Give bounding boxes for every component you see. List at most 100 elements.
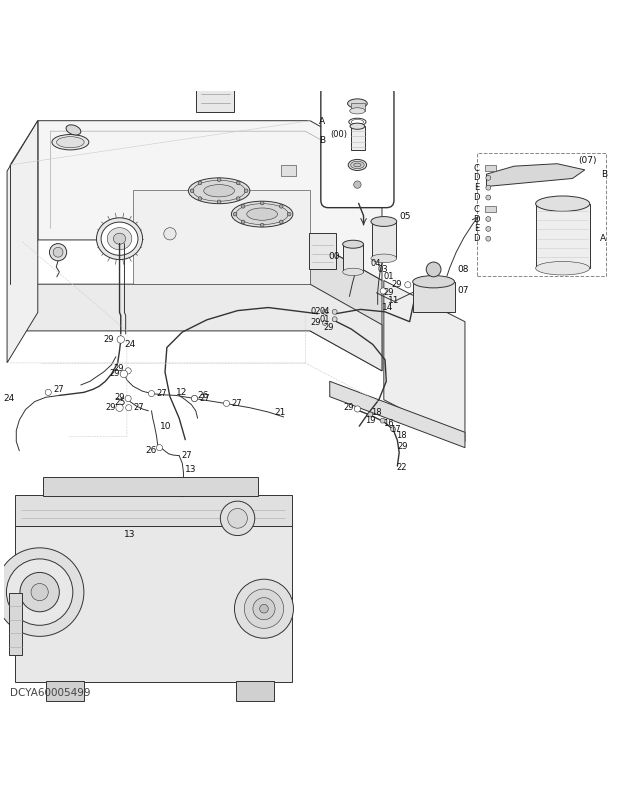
Circle shape (217, 200, 221, 204)
Text: 03: 03 (377, 265, 388, 274)
Circle shape (236, 181, 240, 185)
Circle shape (234, 579, 293, 638)
Text: 18: 18 (371, 407, 382, 417)
Polygon shape (330, 381, 465, 448)
Circle shape (332, 309, 337, 314)
Circle shape (253, 598, 275, 620)
Bar (371, 222, 396, 258)
Circle shape (260, 223, 264, 227)
Text: B: B (319, 135, 325, 145)
Circle shape (210, 73, 221, 83)
Polygon shape (38, 120, 382, 281)
Text: 01: 01 (384, 273, 394, 281)
Circle shape (391, 426, 396, 432)
Bar (485, 206, 495, 212)
Circle shape (322, 309, 327, 314)
Text: A: A (319, 117, 325, 127)
Ellipse shape (350, 124, 365, 129)
Text: 02: 02 (310, 308, 321, 316)
Circle shape (486, 226, 491, 231)
Circle shape (125, 367, 131, 374)
Polygon shape (487, 163, 585, 186)
Text: 27: 27 (231, 399, 242, 408)
Polygon shape (10, 285, 382, 371)
Bar (352, 104, 365, 111)
Polygon shape (310, 240, 382, 371)
Text: A: A (600, 234, 606, 243)
Text: 17: 17 (390, 425, 401, 434)
Text: 29: 29 (109, 370, 120, 379)
Text: 18: 18 (396, 431, 407, 440)
Circle shape (192, 395, 198, 402)
Circle shape (241, 220, 245, 224)
Circle shape (50, 244, 67, 261)
Text: 29: 29 (310, 319, 321, 328)
Bar (536, 204, 590, 269)
Circle shape (260, 604, 268, 613)
Circle shape (20, 572, 60, 612)
Text: DCYA60005499: DCYA60005499 (10, 689, 91, 698)
Text: D: D (473, 214, 480, 223)
Text: D: D (473, 193, 480, 202)
Text: 29: 29 (344, 402, 354, 411)
Ellipse shape (348, 99, 367, 108)
Bar (46, 681, 84, 701)
Bar (43, 477, 258, 497)
Circle shape (198, 197, 202, 200)
Circle shape (120, 371, 128, 378)
Circle shape (220, 501, 255, 536)
Ellipse shape (52, 135, 89, 150)
Text: 05: 05 (399, 212, 410, 221)
Ellipse shape (343, 240, 363, 248)
Bar (9, 593, 22, 655)
Circle shape (192, 395, 198, 402)
Bar (15, 526, 291, 682)
Ellipse shape (353, 163, 361, 167)
Ellipse shape (204, 185, 234, 197)
Circle shape (332, 316, 337, 322)
Ellipse shape (231, 201, 293, 227)
Circle shape (486, 236, 491, 241)
Circle shape (126, 405, 132, 410)
Text: 29: 29 (397, 442, 408, 451)
Text: 25: 25 (114, 398, 126, 406)
Text: C: C (474, 163, 480, 172)
Circle shape (244, 189, 248, 193)
Circle shape (368, 412, 373, 417)
Ellipse shape (188, 178, 250, 204)
Ellipse shape (536, 261, 590, 275)
Circle shape (244, 589, 283, 628)
Bar (15, 495, 291, 526)
Ellipse shape (193, 180, 246, 201)
Circle shape (125, 395, 131, 402)
Circle shape (31, 583, 48, 601)
Circle shape (486, 185, 491, 190)
Text: D: D (473, 234, 480, 243)
Circle shape (241, 205, 245, 208)
Text: 29: 29 (103, 335, 113, 344)
Circle shape (223, 400, 229, 406)
Circle shape (45, 389, 51, 395)
Bar (204, 80, 227, 90)
Bar (485, 165, 495, 171)
Bar (351, 126, 365, 150)
Circle shape (486, 175, 491, 180)
Text: 26: 26 (198, 391, 209, 400)
Circle shape (280, 205, 283, 208)
Circle shape (486, 195, 491, 200)
Ellipse shape (66, 125, 81, 135)
Circle shape (233, 212, 237, 216)
Polygon shape (7, 120, 38, 363)
Circle shape (53, 247, 63, 257)
Circle shape (198, 181, 202, 185)
Ellipse shape (236, 204, 288, 225)
Text: 13: 13 (185, 465, 197, 473)
Text: 29: 29 (115, 393, 125, 402)
Ellipse shape (97, 218, 143, 260)
Text: 29: 29 (105, 403, 116, 412)
Text: 24: 24 (4, 394, 15, 403)
Circle shape (117, 336, 125, 344)
Circle shape (164, 228, 176, 240)
Circle shape (380, 288, 386, 294)
Circle shape (486, 217, 491, 222)
